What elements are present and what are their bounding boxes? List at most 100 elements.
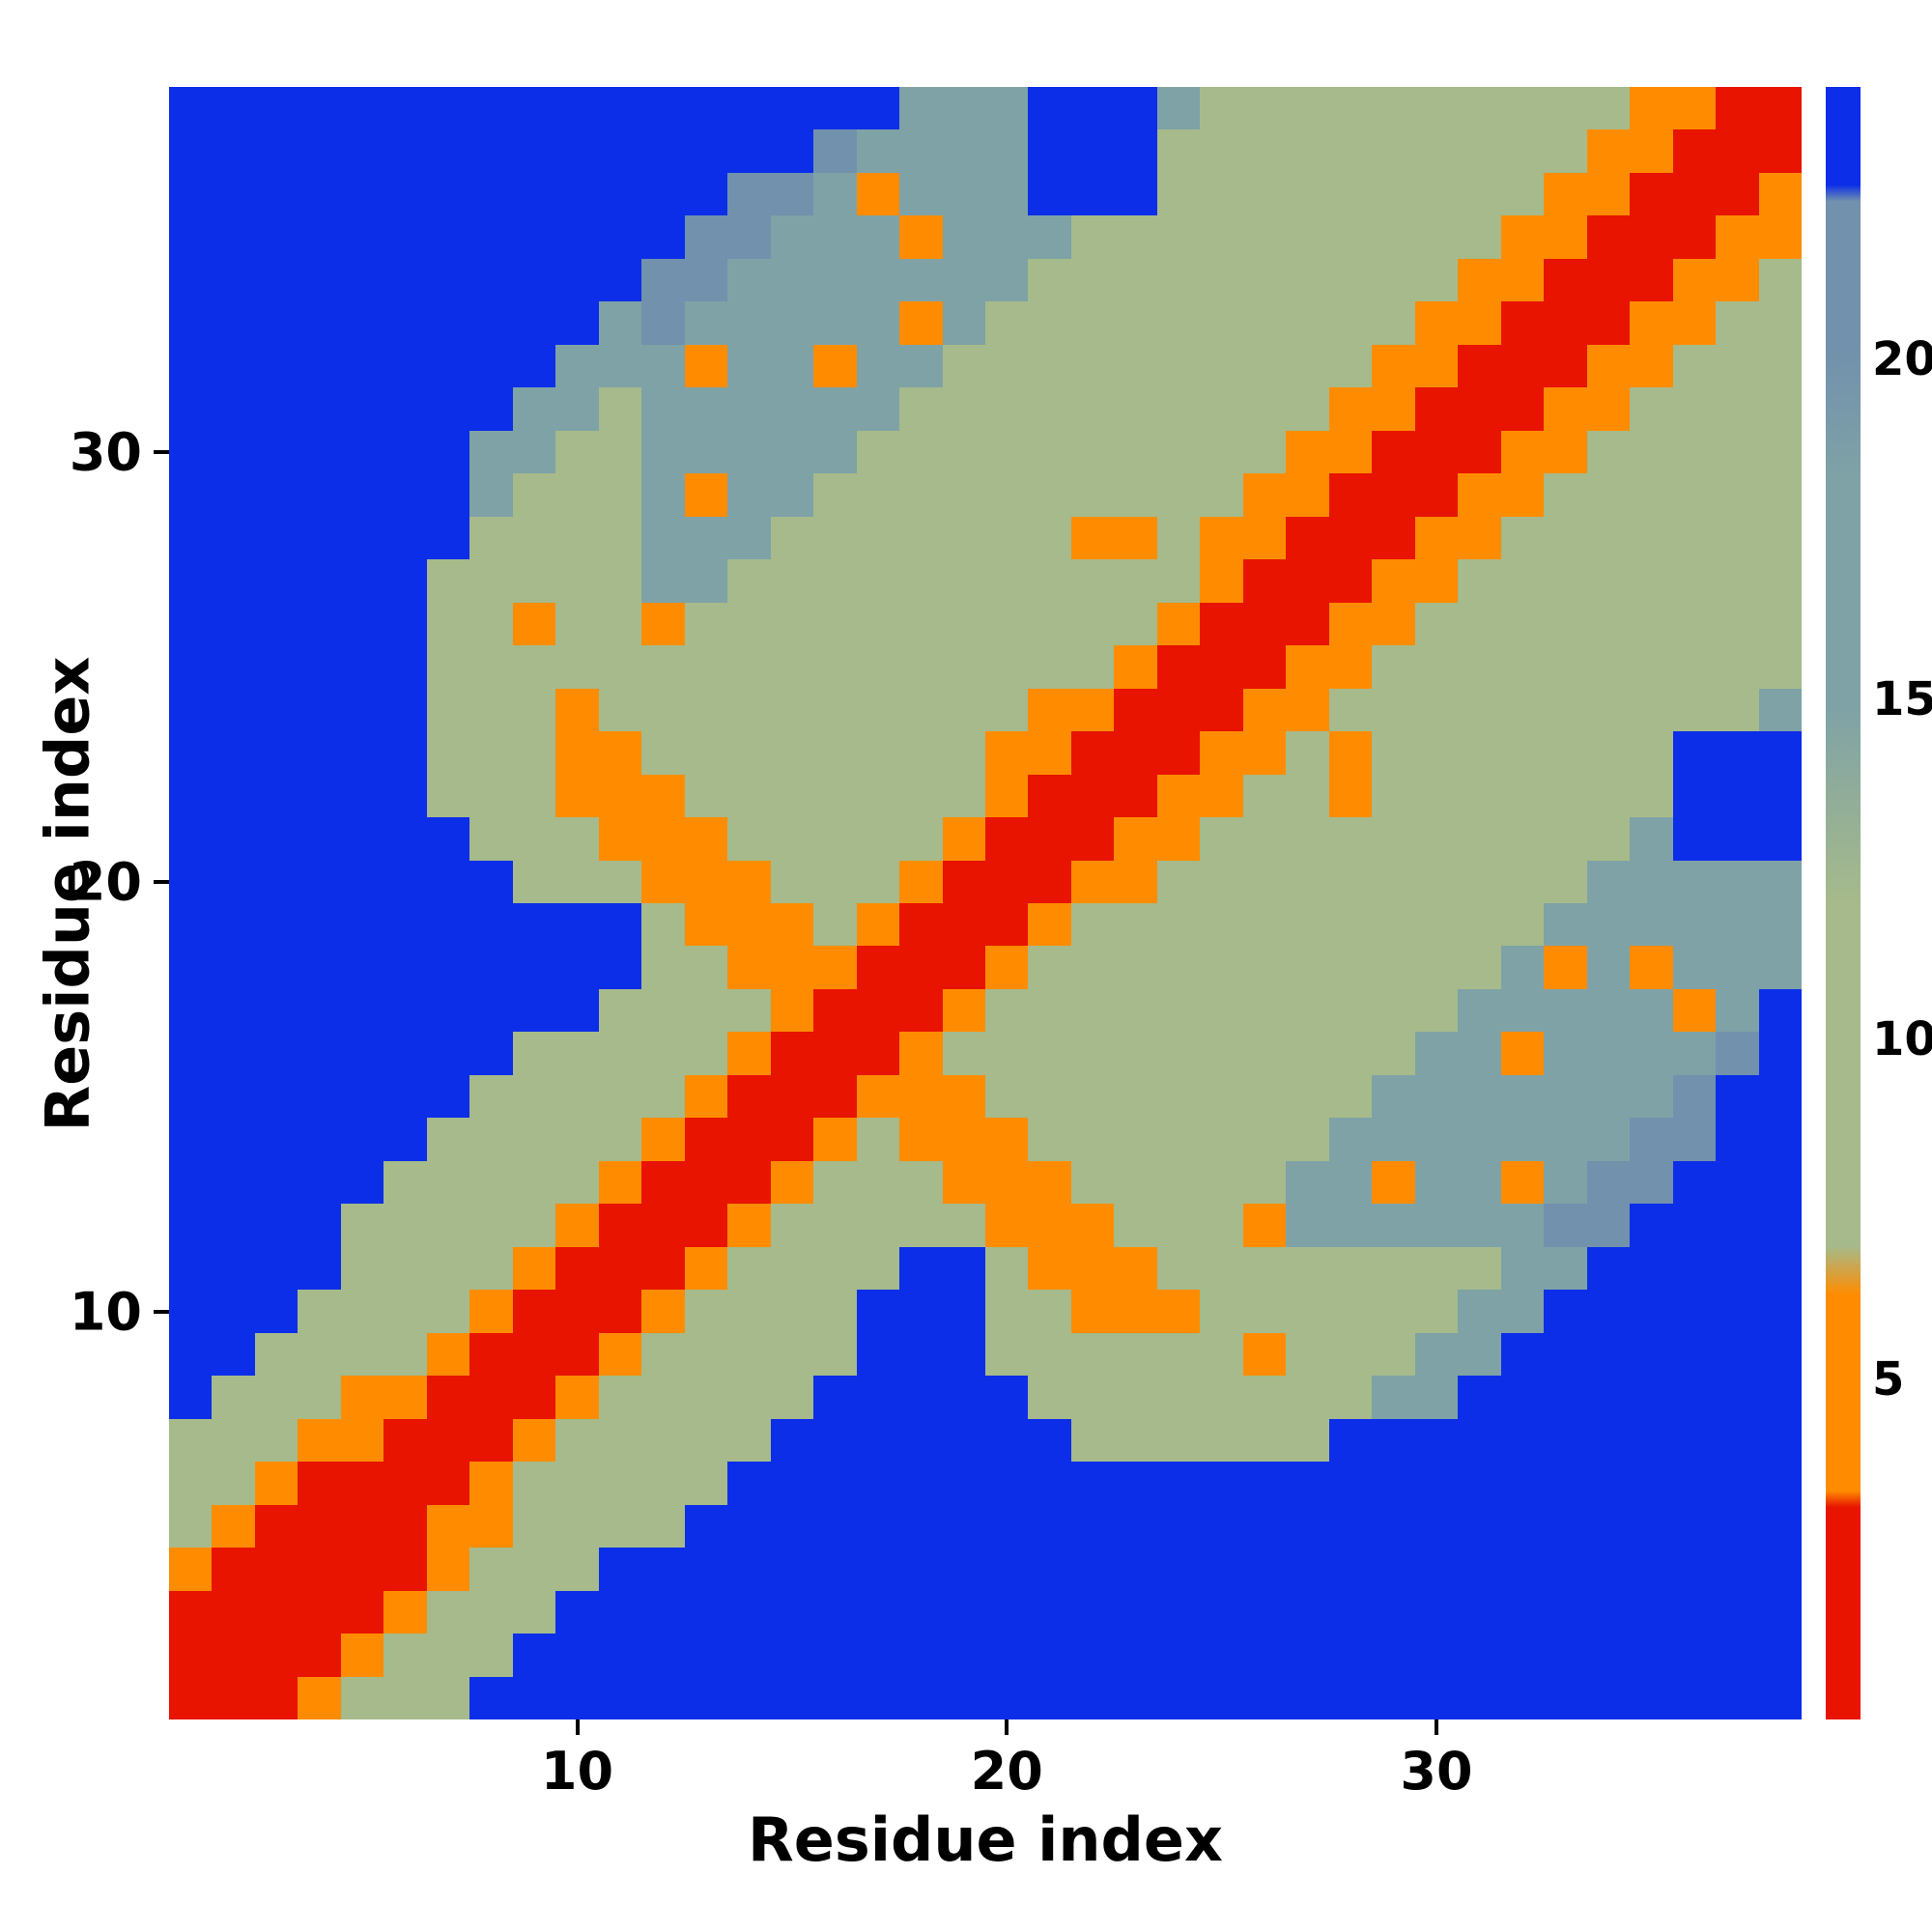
heatmap-cell [984,1246,1029,1291]
heatmap-cell [1414,1246,1459,1291]
heatmap-cell [1758,387,1802,431]
heatmap-cell [727,172,771,216]
heatmap-cell [1328,1118,1373,1161]
x-tick-label: 30 [1400,1741,1473,1802]
heatmap-cell [1500,387,1545,431]
heatmap-cell [899,559,943,603]
heatmap-cell [1500,902,1545,947]
heatmap-cell [770,602,814,646]
heatmap-cell [1328,1376,1373,1419]
heatmap-cell [1200,1074,1243,1119]
heatmap-cell [598,1418,642,1463]
heatmap-cell [1242,172,1287,216]
heatmap-cell [426,258,470,302]
heatmap-cell [1372,1074,1415,1119]
heatmap-cell [1414,1160,1459,1205]
heatmap-cell [1372,645,1415,689]
heatmap-cell [298,1462,341,1505]
heatmap-cell [856,1676,900,1719]
heatmap-cell [1458,860,1501,903]
heatmap-cell [813,902,857,947]
heatmap-cell [1242,1118,1287,1161]
heatmap-cell [1156,1634,1201,1677]
heatmap-cell [984,1634,1029,1677]
heatmap-cell [169,172,213,216]
heatmap-cell [1500,1204,1545,1247]
heatmap-cell [512,1462,556,1505]
heatmap-cell [1716,817,1759,861]
heatmap-cell [1630,688,1673,732]
heatmap-cell [641,1504,685,1548]
heatmap-cell [1716,902,1759,947]
heatmap-cell [1372,817,1415,861]
heatmap-cell [684,774,728,818]
heatmap-cell [1372,129,1415,173]
heatmap-cell [1544,817,1587,861]
heatmap-cell [169,902,213,947]
heatmap-cell [641,1332,685,1377]
heatmap-cell [641,1634,685,1677]
heatmap-cell [1544,1504,1587,1548]
heatmap-cell [770,172,814,216]
x-tick-label: 20 [970,1741,1043,1802]
heatmap-cell [555,645,599,689]
heatmap-cell [1028,1246,1071,1291]
heatmap-cell [1372,1418,1415,1463]
heatmap-cell [1200,1290,1243,1333]
heatmap-cell [641,1204,685,1247]
heatmap-cell [1372,1590,1415,1634]
heatmap-cell [212,1548,255,1591]
heatmap-cell [340,1246,384,1291]
heatmap-cell [770,1376,814,1419]
heatmap-cell [684,1548,728,1591]
heatmap-cell [1028,430,1071,474]
heatmap-cell [1070,473,1115,517]
heatmap-cell [340,473,384,517]
heatmap-cell [1414,1204,1459,1247]
heatmap-cell [1586,1290,1631,1333]
heatmap-cell [1414,344,1459,388]
heatmap-cell [1070,1290,1115,1333]
heatmap-cell [384,1290,427,1333]
heatmap-cell [1372,516,1415,560]
heatmap-cell [469,1590,513,1634]
heatmap-cell [298,1204,341,1247]
heatmap-cell [1114,988,1157,1033]
heatmap-cell [1414,1332,1459,1377]
heatmap-cell [813,1290,857,1333]
heatmap-cell [512,1032,556,1075]
heatmap-cell [1156,1548,1201,1591]
heatmap-cell [942,1074,985,1119]
heatmap-cell [1372,559,1415,603]
heatmap-cell [298,1376,341,1419]
heatmap-cell [212,902,255,947]
heatmap-cell [1156,258,1201,302]
heatmap-cell [899,344,943,388]
heatmap-cell [340,1504,384,1548]
heatmap-cell [469,988,513,1033]
heatmap-cell [1586,645,1631,689]
heatmap-cell [1716,1418,1759,1463]
heatmap-cell [254,473,298,517]
heatmap-cell [1458,1418,1501,1463]
y-tick-label: 30 [69,421,142,483]
heatmap-cell [1500,258,1545,302]
heatmap-cell [340,860,384,903]
heatmap-cell [1070,1074,1115,1119]
heatmap-cell [1200,1332,1243,1377]
heatmap-cell [1028,1118,1071,1161]
heatmap-cell [1672,1332,1717,1377]
heatmap-cell [1586,387,1631,431]
heatmap-cell [641,1160,685,1205]
heatmap-cell [169,473,213,517]
heatmap-cell [426,1160,470,1205]
heatmap-cell [984,559,1029,603]
heatmap-cell [813,1548,857,1591]
heatmap-cell [555,1290,599,1333]
heatmap-cell [1328,430,1373,474]
heatmap-cell [984,1118,1029,1161]
heatmap-cell [1716,731,1759,775]
heatmap-cell [1372,688,1415,732]
heatmap-cell [340,902,384,947]
heatmap-cell [1286,1634,1329,1677]
